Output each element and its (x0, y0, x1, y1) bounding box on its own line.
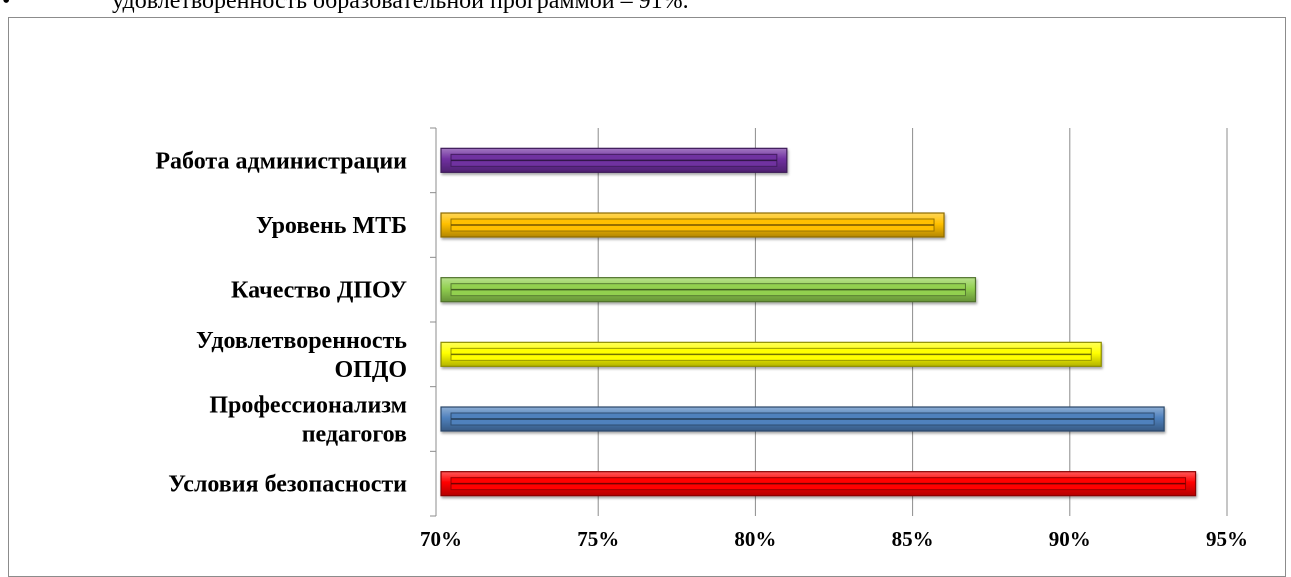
bar (440, 212, 945, 238)
preceding-text-line: • удовлетворенность образовательной прог… (0, 0, 1291, 14)
x-tick-label: 75% (577, 527, 619, 551)
category-label: Условия безопасности (168, 472, 407, 498)
x-tick-label: 80% (734, 527, 776, 551)
bars (440, 147, 1197, 497)
bar (440, 341, 1102, 367)
category-label: Уровень МТБ (256, 213, 407, 239)
preceding-text: удовлетворенность образовательной програ… (112, 0, 689, 14)
category-labels: Работа администрации Уровень МТБ Качество … (155, 148, 407, 497)
category-label: Работа администрации (155, 148, 407, 174)
x-tick-label: 90% (1049, 527, 1091, 551)
gridlines (597, 128, 1228, 516)
x-tick-label: 85% (892, 527, 934, 551)
x-tick-labels: 70% 75% 80% 85% 90% 95% (420, 527, 1248, 551)
category-label: Профессионализм педагогов (209, 393, 407, 448)
x-tick-label: 70% (420, 527, 462, 551)
y-axis (430, 127, 437, 517)
category-label: Удовлетворенность ОПДО (196, 328, 407, 383)
x-tick-label: 95% (1206, 527, 1248, 551)
bar (440, 471, 1197, 497)
bar (440, 277, 977, 303)
bullet-icon: • (2, 0, 11, 14)
bar-chart: Работа администрации Уровень МТБ Качество … (155, 127, 1248, 551)
category-label: Качество ДПОУ (231, 278, 407, 304)
bar (440, 147, 788, 173)
bar (440, 406, 1165, 432)
